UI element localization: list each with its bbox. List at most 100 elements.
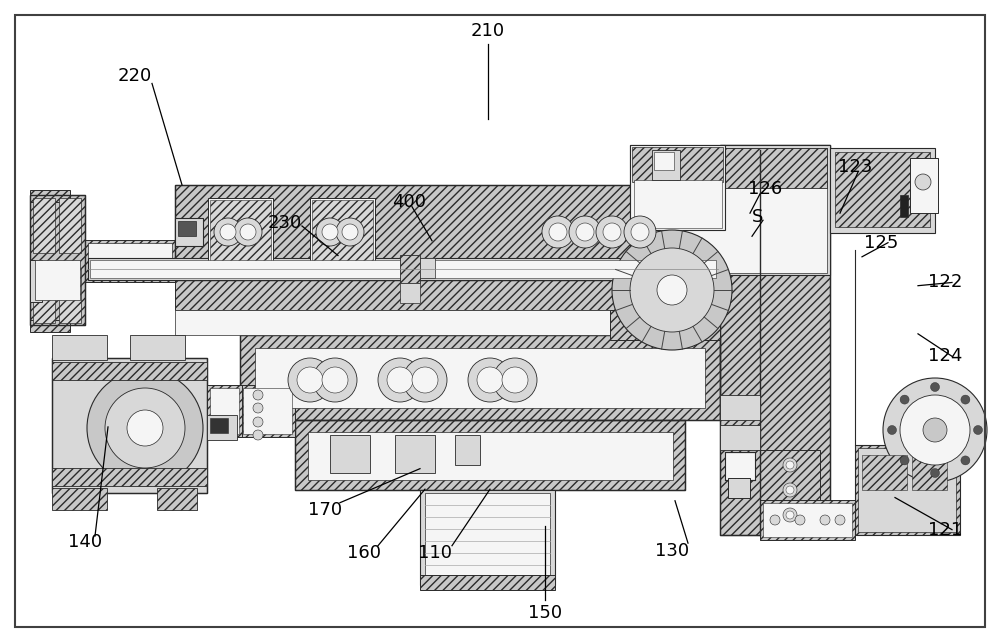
Bar — [210, 418, 228, 433]
Bar — [52, 358, 207, 493]
Text: 110: 110 — [418, 544, 452, 562]
Text: 122: 122 — [928, 273, 962, 291]
Bar — [760, 450, 820, 535]
Circle shape — [923, 418, 947, 442]
Circle shape — [127, 410, 163, 446]
Text: 220: 220 — [118, 67, 152, 85]
Circle shape — [322, 367, 348, 393]
Circle shape — [900, 395, 909, 404]
Bar — [652, 150, 680, 180]
Circle shape — [322, 224, 338, 240]
Bar — [30, 260, 42, 302]
Circle shape — [288, 358, 332, 402]
Bar — [33, 268, 55, 323]
Bar — [240, 335, 720, 420]
Circle shape — [468, 358, 512, 402]
Bar — [720, 425, 760, 450]
Bar — [400, 283, 420, 303]
Bar — [395, 435, 435, 473]
Bar — [720, 145, 830, 535]
Bar — [88, 258, 718, 280]
Circle shape — [336, 218, 364, 246]
Bar — [420, 575, 555, 590]
Bar — [633, 148, 827, 188]
Circle shape — [795, 515, 805, 525]
Bar — [52, 335, 107, 360]
Bar — [52, 362, 207, 380]
Text: 130: 130 — [655, 542, 689, 560]
Circle shape — [883, 378, 987, 482]
Bar — [30, 320, 70, 332]
Circle shape — [342, 224, 358, 240]
Bar — [175, 310, 720, 335]
Bar — [88, 243, 172, 279]
Bar — [85, 240, 175, 282]
Circle shape — [974, 426, 982, 435]
Circle shape — [576, 223, 594, 241]
Bar — [425, 493, 550, 581]
Bar — [858, 448, 956, 532]
Circle shape — [403, 358, 447, 402]
Circle shape — [786, 511, 794, 519]
Circle shape — [234, 218, 262, 246]
Bar — [175, 185, 720, 280]
Bar — [654, 152, 674, 170]
Bar — [30, 195, 85, 325]
Circle shape — [493, 358, 537, 402]
Bar — [312, 200, 373, 262]
Bar — [207, 415, 237, 440]
Circle shape — [624, 216, 656, 248]
Bar — [90, 260, 716, 278]
Text: 126: 126 — [748, 180, 782, 198]
Bar — [330, 435, 370, 473]
Bar — [240, 335, 720, 420]
Circle shape — [786, 461, 794, 469]
Circle shape — [569, 216, 601, 248]
Circle shape — [657, 275, 687, 305]
Text: 150: 150 — [528, 604, 562, 622]
Circle shape — [220, 224, 236, 240]
Bar — [30, 190, 70, 202]
Circle shape — [297, 367, 323, 393]
Bar — [178, 221, 196, 236]
Bar — [175, 185, 720, 280]
Bar — [208, 198, 273, 263]
Bar — [763, 503, 852, 537]
Circle shape — [930, 383, 940, 392]
Bar — [210, 388, 239, 434]
Text: 125: 125 — [864, 234, 898, 252]
Text: 170: 170 — [308, 501, 342, 519]
Bar — [240, 385, 295, 437]
Circle shape — [214, 218, 242, 246]
Bar — [295, 420, 685, 490]
Circle shape — [930, 469, 940, 478]
Circle shape — [240, 224, 256, 240]
Circle shape — [770, 515, 780, 525]
Circle shape — [900, 395, 970, 465]
Bar — [632, 147, 723, 182]
Bar — [630, 145, 830, 275]
Bar — [634, 180, 722, 228]
Bar — [207, 385, 242, 437]
Bar — [455, 435, 480, 465]
Circle shape — [820, 515, 830, 525]
Circle shape — [477, 367, 503, 393]
Circle shape — [253, 403, 263, 413]
Circle shape — [549, 223, 567, 241]
Circle shape — [783, 458, 797, 472]
Circle shape — [87, 370, 203, 486]
Circle shape — [961, 456, 970, 465]
Circle shape — [253, 390, 263, 400]
Text: 123: 123 — [838, 158, 872, 176]
Circle shape — [888, 426, 896, 435]
Text: 210: 210 — [471, 22, 505, 40]
Bar — [760, 500, 855, 540]
Circle shape — [835, 515, 845, 525]
Bar — [420, 258, 435, 278]
Circle shape — [105, 388, 185, 468]
Bar — [308, 432, 673, 480]
Bar — [400, 255, 420, 283]
Bar — [33, 198, 55, 253]
Bar — [720, 395, 760, 420]
Bar — [900, 195, 908, 217]
